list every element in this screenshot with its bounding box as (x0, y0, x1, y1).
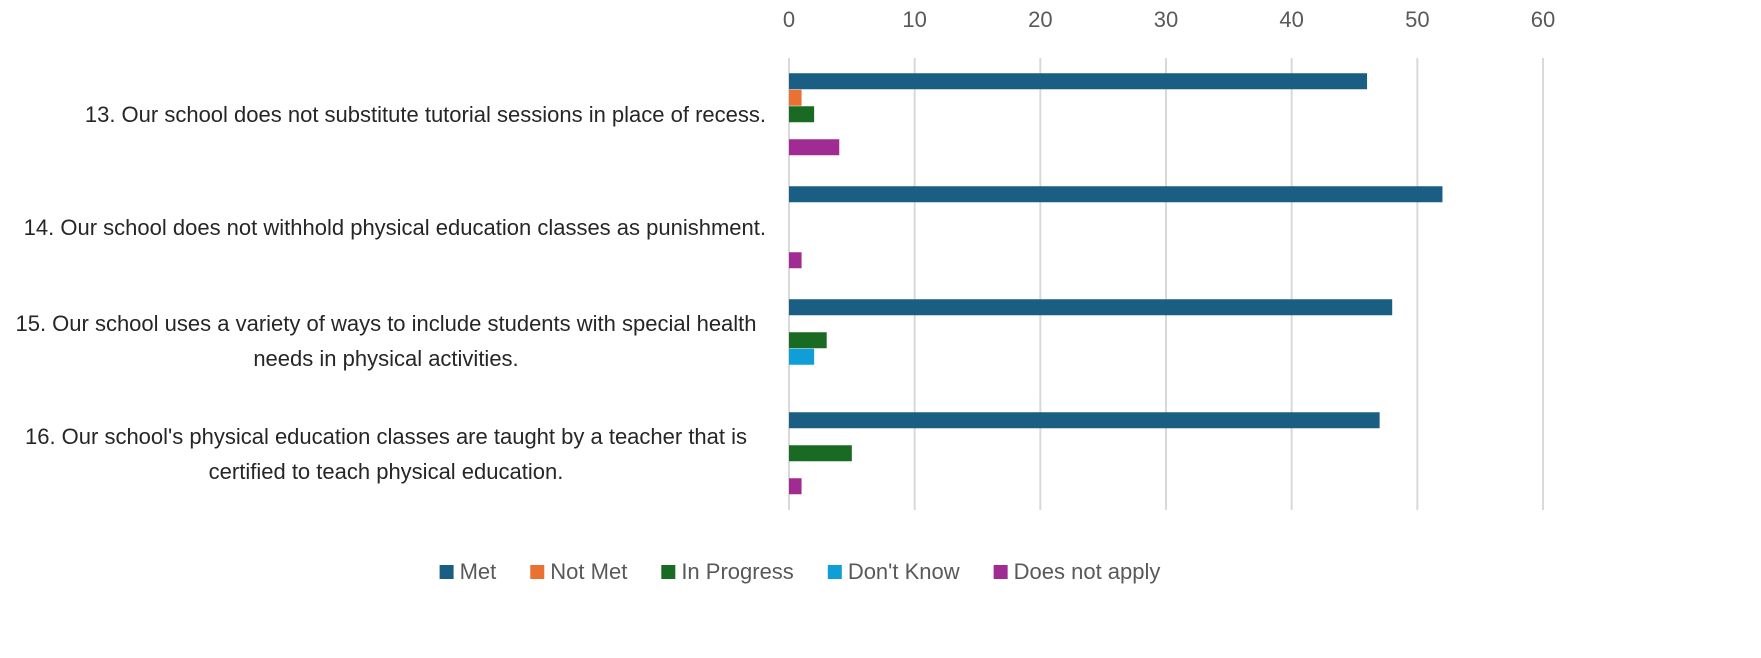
bar (789, 332, 827, 349)
bar (789, 139, 840, 156)
bar (789, 252, 802, 269)
x-tick-label: 0 (783, 7, 795, 32)
bar (789, 478, 802, 495)
x-tick-label: 20 (1028, 7, 1052, 32)
bar (789, 348, 815, 365)
x-tick-label: 30 (1154, 7, 1178, 32)
category-label: 16. Our school's physical education clas… (0, 414, 766, 494)
category-text: 15. Our school uses a variety of ways to… (15, 310, 757, 371)
bar (789, 73, 1368, 90)
legend-label: In Progress (681, 559, 794, 584)
bar (789, 186, 1443, 203)
legend-label: Not Met (550, 559, 627, 584)
category-text: 14. Our school does not withhold physica… (23, 215, 766, 240)
legend-label: Met (460, 559, 497, 584)
bar (789, 412, 1380, 429)
legend-swatch (661, 565, 676, 579)
x-tick-label: 40 (1279, 7, 1303, 32)
category-label: 15. Our school uses a variety of ways to… (0, 301, 766, 381)
bar (789, 89, 802, 106)
category-label: 13. Our school does not substitute tutor… (0, 75, 766, 155)
legend-swatch (530, 565, 545, 579)
legend-label: Does not apply (1014, 559, 1161, 584)
bar (789, 299, 1393, 316)
bar (789, 445, 852, 462)
x-tick-label: 50 (1405, 7, 1429, 32)
category-text: 16. Our school's physical education clas… (24, 423, 748, 484)
legend-swatch (993, 565, 1008, 579)
x-tick-label: 10 (902, 7, 926, 32)
bar (789, 106, 815, 123)
x-tick-label: 60 (1531, 7, 1555, 32)
legend-label: Don't Know (848, 559, 960, 584)
category-label: 14. Our school does not withhold physica… (0, 188, 766, 268)
legend-swatch (827, 565, 842, 579)
legend-swatch (439, 565, 454, 579)
category-text: 13. Our school does not substitute tutor… (84, 102, 766, 127)
